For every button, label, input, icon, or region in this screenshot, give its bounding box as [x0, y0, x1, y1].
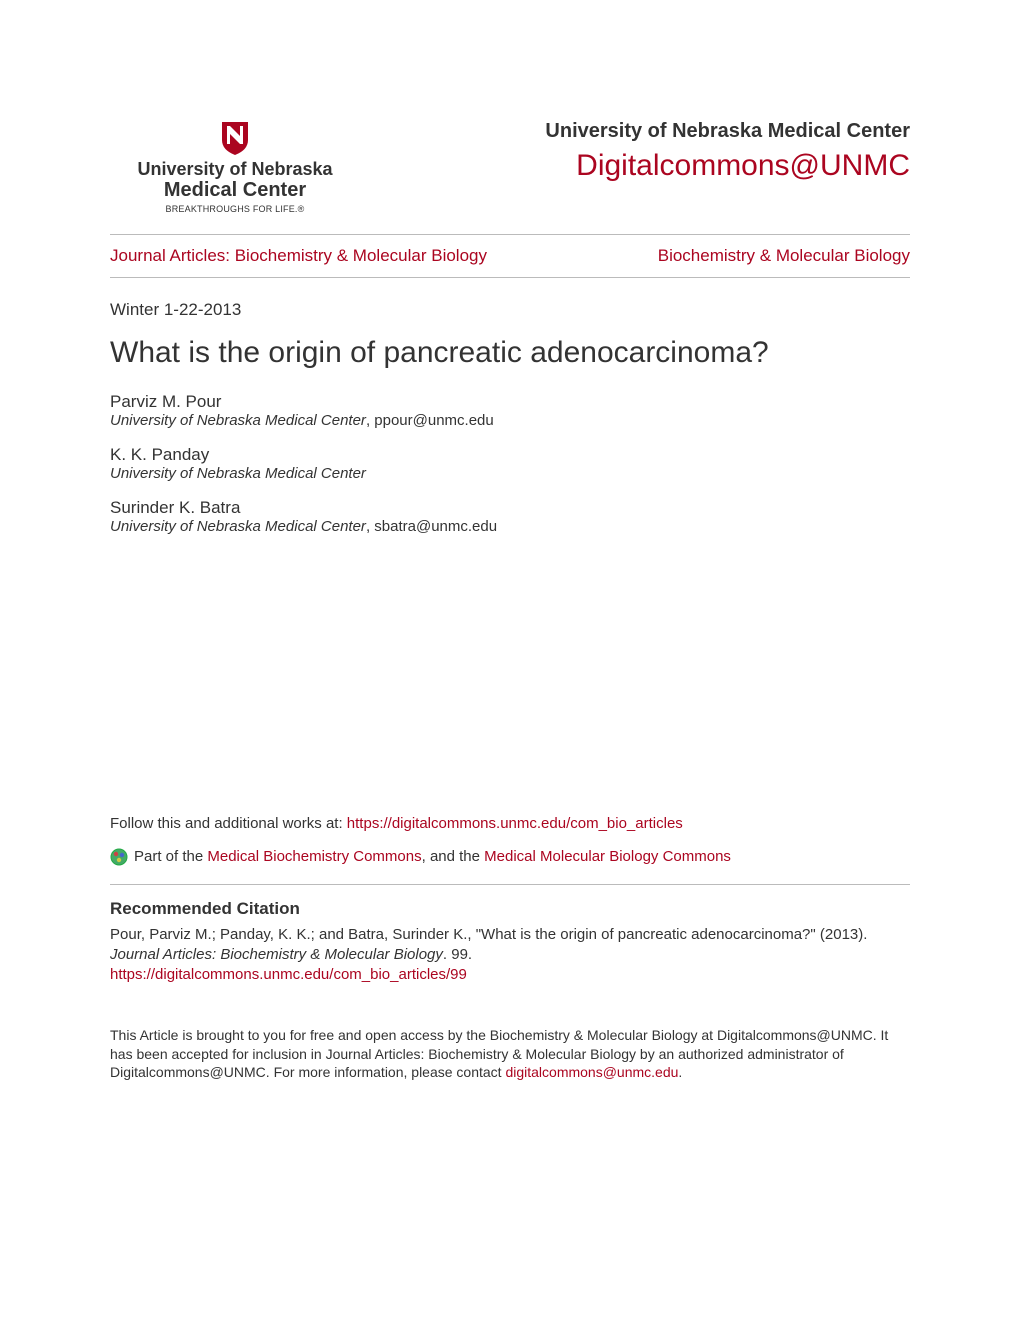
header-right: University of Nebraska Medical Center Di… [545, 120, 910, 183]
commons-link-1[interactable]: Medical Biochemistry Commons [207, 848, 421, 865]
citation-heading: Recommended Citation [110, 899, 910, 919]
department-link[interactable]: Biochemistry & Molecular Biology [658, 246, 910, 266]
commons-network-icon [110, 848, 128, 866]
header: University of Nebraska Medical Center BR… [110, 120, 910, 214]
repository-link[interactable]: Digitalcommons@UNMC [576, 149, 910, 182]
institution-logo: University of Nebraska Medical Center BR… [110, 120, 360, 214]
commons-link-2[interactable]: Medical Molecular Biology Commons [484, 848, 731, 865]
part-of-line: Part of the Medical Biochemistry Commons… [110, 848, 910, 866]
citation-text: Pour, Parviz M.; Panday, K. K.; and Batr… [110, 925, 910, 986]
follow-section: Follow this and additional works at: htt… [110, 815, 910, 866]
divider [110, 277, 910, 278]
author-affiliation: University of Nebraska Medical Center [110, 465, 910, 482]
logo-medical-text: Medical Center [164, 180, 306, 200]
citation-journal: Journal Articles: Biochemistry & Molecul… [110, 946, 443, 963]
author: Surinder K. Batra University of Nebraska… [110, 498, 910, 535]
citation-url-link[interactable]: https://digitalcommons.unmc.edu/com_bio_… [110, 966, 467, 983]
author: K. K. Panday University of Nebraska Medi… [110, 445, 910, 482]
header-institution: University of Nebraska Medical Center [545, 120, 910, 143]
logo-university-text: University of Nebraska [137, 160, 332, 180]
author-name: Surinder K. Batra [110, 498, 910, 518]
follow-url-link[interactable]: https://digitalcommons.unmc.edu/com_bio_… [347, 815, 683, 832]
footer-text: This Article is brought to you for free … [110, 1026, 910, 1083]
citation-section: Recommended Citation Pour, Parviz M.; Pa… [110, 899, 910, 986]
author-affiliation: University of Nebraska Medical Center, p… [110, 412, 910, 429]
author-name: K. K. Panday [110, 445, 910, 465]
contact-email-link[interactable]: digitalcommons@unmc.edu [505, 1064, 678, 1080]
shield-icon [220, 120, 250, 156]
author-email: , sbatra@unmc.edu [366, 518, 497, 535]
divider [110, 884, 910, 885]
author: Parviz M. Pour University of Nebraska Me… [110, 392, 910, 429]
follow-line: Follow this and additional works at: htt… [110, 815, 910, 832]
article-title: What is the origin of pancreatic adenoca… [110, 336, 910, 370]
logo-tagline: BREAKTHROUGHS FOR LIFE.® [166, 204, 305, 214]
breadcrumb: Journal Articles: Biochemistry & Molecul… [110, 245, 910, 267]
author-name: Parviz M. Pour [110, 392, 910, 412]
author-affiliation: University of Nebraska Medical Center, s… [110, 518, 910, 535]
author-email: , ppour@unmc.edu [366, 412, 494, 429]
publication-date: Winter 1-22-2013 [110, 300, 910, 320]
collection-link[interactable]: Journal Articles: Biochemistry & Molecul… [110, 245, 487, 267]
divider [110, 234, 910, 235]
